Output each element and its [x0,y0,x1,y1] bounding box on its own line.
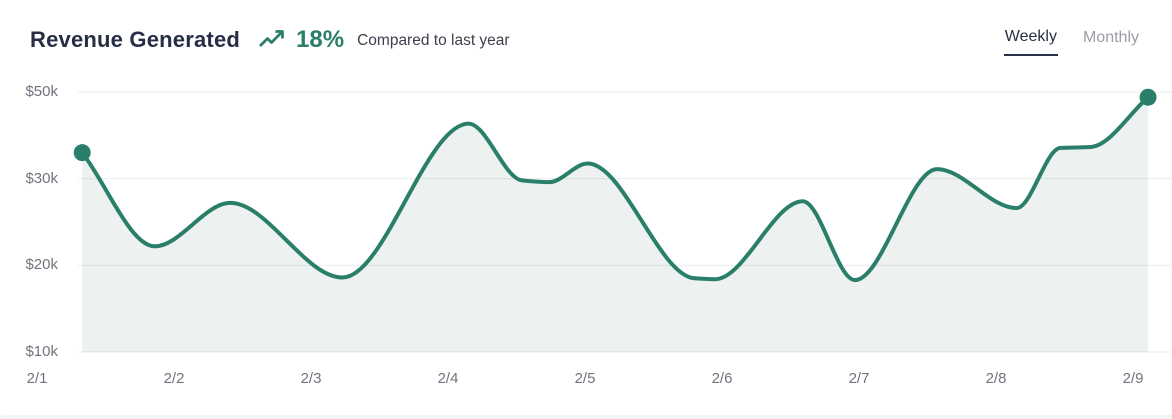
trend-caption: Compared to last year [357,32,510,49]
revenue-area [82,97,1149,352]
x-axis-label: 2/5 [574,370,596,387]
x-axis-label: 2/9 [1122,370,1144,387]
x-axis-label: 2/3 [300,370,322,387]
y-axis-label: $20k [25,256,58,274]
revenue-line [80,95,1151,283]
y-axis-label: $10k [25,343,58,360]
tab-monthly[interactable]: Monthly [1082,28,1140,56]
card-header: Revenue Generated 18% Compared to last y… [30,26,510,54]
x-axis-label: 2/7 [848,370,870,387]
x-axis-label: 2/4 [437,370,459,387]
trend-percentage: 18% [296,26,345,53]
x-axis-label: 2/1 [26,370,48,387]
x-axis-label: 2/6 [711,370,733,387]
y-axis-label: $30k [25,169,58,187]
period-tabs: Weekly Monthly [1003,28,1140,56]
bottom-divider [0,415,1172,419]
start-point-marker [73,144,91,162]
page-title: Revenue Generated [30,27,241,52]
tab-weekly[interactable]: Weekly [1003,28,1058,56]
trending-up-icon [258,29,286,51]
x-axis-label: 2/2 [163,370,185,387]
end-point-marker [1139,88,1157,106]
x-axis-label: 2/8 [985,370,1007,387]
y-axis-label: $50k [25,83,58,100]
